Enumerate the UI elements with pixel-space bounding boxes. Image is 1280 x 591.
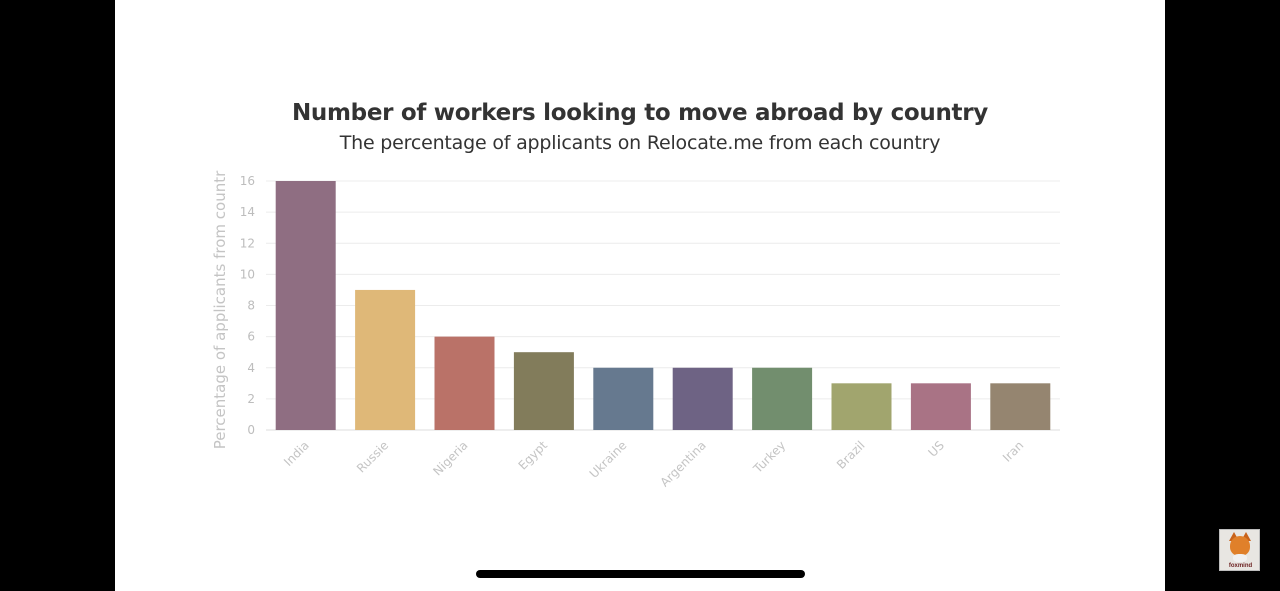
x-tick-label: US [926, 438, 948, 460]
y-axis-label: Percentage of applicants from countr [211, 170, 229, 449]
fox-icon [1230, 536, 1250, 556]
x-tick-label: India [281, 438, 312, 469]
y-tick-label: 16 [240, 174, 255, 188]
chart-subtitle: The percentage of applicants on Relocate… [339, 132, 941, 154]
fox-body [1233, 554, 1247, 562]
chart-title: Number of workers looking to move abroad… [291, 100, 988, 126]
x-tick-label: Argentina [658, 438, 709, 489]
bar-turkey [752, 367, 813, 430]
x-tick-label: Egypt [516, 438, 551, 473]
x-tick-label: Nigeria [430, 438, 470, 478]
watermark-logo: foxmind [1219, 529, 1260, 571]
bar-us [910, 383, 971, 430]
home-indicator[interactable] [476, 570, 805, 578]
watermark-text: foxmind [1228, 563, 1253, 569]
bar-egypt [513, 352, 574, 430]
bar-brazil [831, 383, 892, 430]
fox-ear-right [1241, 532, 1251, 541]
bar-argentina [672, 367, 733, 430]
y-tick-label: 14 [240, 205, 255, 219]
x-tick-label: Ukraine [587, 438, 630, 481]
y-tick-label: 10 [240, 267, 255, 281]
bar-iran [990, 383, 1051, 430]
y-tick-label: 12 [240, 236, 255, 250]
bar-india [275, 181, 336, 430]
x-tick-label: Iran [1000, 438, 1026, 464]
x-tick-label: Turkey [750, 438, 788, 476]
y-tick-label: 0 [247, 423, 255, 437]
x-tick-label: Brazil [834, 438, 868, 472]
y-tick-label: 6 [247, 330, 255, 344]
bar-russie [355, 289, 416, 430]
bar-nigeria [434, 336, 495, 430]
x-axis-ticks: India Russie Nigeria Egypt Ukraine Argentina T… [281, 438, 1026, 490]
y-tick-label: 4 [247, 361, 255, 375]
y-tick-label: 8 [247, 299, 255, 313]
bar-ukraine [593, 367, 654, 430]
y-tick-label: 2 [247, 392, 255, 406]
y-axis-ticks: 0 2 4 6 8 10 12 14 16 [240, 174, 255, 437]
x-tick-label: Russie [354, 438, 391, 475]
bars [275, 181, 1051, 430]
